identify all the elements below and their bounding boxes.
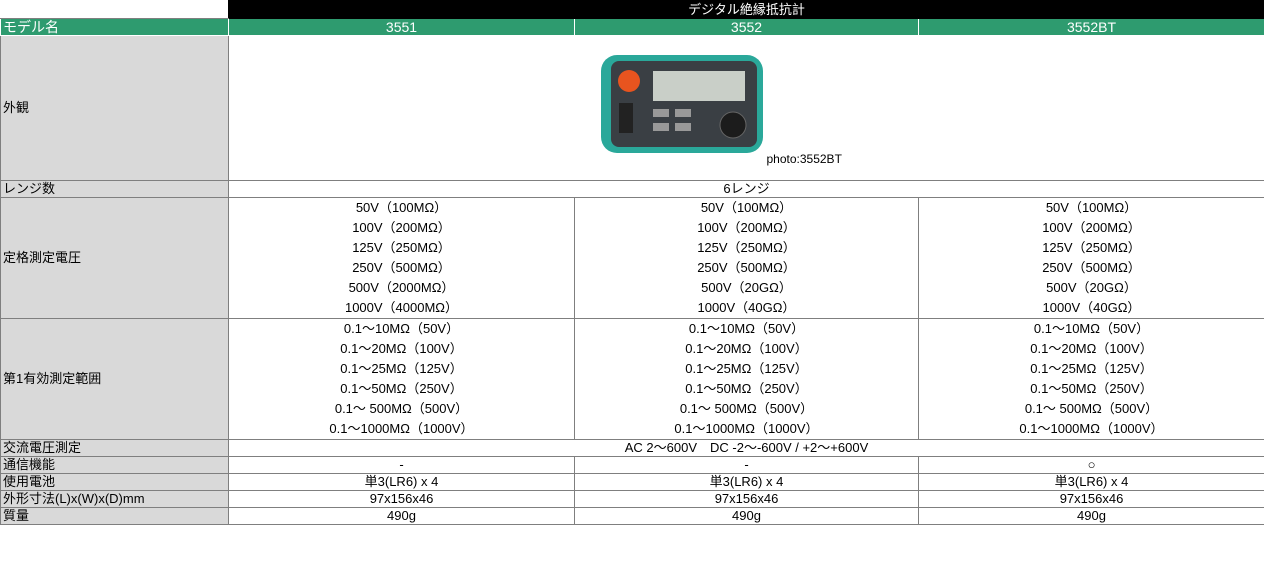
row-label: 外形寸法(L)x(W)x(D)mm	[0, 490, 229, 508]
spec-cell: 490g	[918, 507, 1264, 525]
spec-row: 質量 490g 490g 490g	[0, 507, 1264, 525]
cell-line: 100V（200MΩ）	[1042, 220, 1141, 235]
cell-line: 0.1～10MΩ（50V）	[688, 321, 805, 336]
cell-line: 0.1～10MΩ（50V）	[1033, 321, 1150, 336]
cell-line: 0.1～25MΩ（125V）	[1030, 361, 1153, 376]
row-label: 外観	[0, 35, 229, 181]
cell-line: 125V（250MΩ）	[1042, 240, 1141, 255]
spec-row: 使用電池 単3(LR6) x 4 単3(LR6) x 4 単3(LR6) x 4	[0, 473, 1264, 491]
cell-line: 0.1～20MΩ（100V）	[685, 341, 808, 356]
device-key	[652, 109, 669, 117]
cell-line: 50V（100MΩ）	[1045, 200, 1138, 215]
photo-caption: photo:3552BT	[766, 152, 842, 166]
photo-cell: photo:3552BT	[228, 35, 1264, 181]
spec-cell: 50V（100MΩ） 100V（200MΩ） 125V（250MΩ） 250V（500…	[918, 197, 1264, 319]
cell-line: 500V（2000MΩ）	[348, 280, 455, 295]
merged-value: AC 2～600V DC -2～-600V / +2～+600V	[228, 439, 1264, 457]
row-label: 定格測定電圧	[0, 197, 229, 319]
cell-line: 500V（20GΩ）	[1046, 280, 1137, 295]
cell-line: 0.1～1000MΩ（1000V）	[1019, 421, 1164, 436]
row-label: 質量	[0, 507, 229, 525]
cell-line: 1000V（40GΩ）	[1042, 300, 1141, 315]
cell-line: 250V（500MΩ）	[697, 260, 796, 275]
spec-cell: 単3(LR6) x 4	[228, 473, 575, 491]
cell-line: 0.1～ 500MΩ（500V）	[1024, 401, 1159, 416]
device-key	[674, 109, 691, 117]
spec-cell: -	[228, 456, 575, 474]
spec-cell: -	[574, 456, 919, 474]
spec-cell: 0.1～10MΩ（50V） 0.1～20MΩ（100V） 0.1～25MΩ（125V…	[228, 318, 575, 440]
device-key	[652, 123, 669, 131]
cell-line: 100V（200MΩ）	[352, 220, 451, 235]
spec-row: 外形寸法(L)x(W)x(D)mm 97x156x46 97x156x46 97x15…	[0, 490, 1264, 508]
cell-line: 0.1～10MΩ（50V）	[343, 321, 460, 336]
spec-row: レンジ数 6レンジ	[0, 180, 1264, 198]
column-header: 3552BT	[918, 18, 1264, 36]
cell-line: 250V（500MΩ）	[352, 260, 451, 275]
device-lcd	[652, 71, 745, 101]
cell-line: 50V（100MΩ）	[700, 200, 793, 215]
spec-cell: 97x156x46	[918, 490, 1264, 508]
spec-cell: 0.1～10MΩ（50V） 0.1～20MΩ（100V） 0.1～25MΩ（125V…	[918, 318, 1264, 440]
row-label: レンジ数	[0, 180, 229, 198]
header-row: モデル名 3551 3552 3552BT	[0, 18, 1264, 36]
spec-cell: 単3(LR6) x 4	[918, 473, 1264, 491]
cell-line: 0.1～1000MΩ（1000V）	[329, 421, 474, 436]
spec-cell: 0.1～10MΩ（50V） 0.1～20MΩ（100V） 0.1～25MΩ（125V…	[574, 318, 919, 440]
spec-cell: 50V（100MΩ） 100V（200MΩ） 125V（250MΩ） 250V（500…	[228, 197, 575, 319]
cell-line: 0.1～50MΩ（250V）	[340, 381, 463, 396]
spec-row: 交流電圧測定 AC 2～600V DC -2～-600V / +2～+600V	[0, 439, 1264, 457]
photo-wrap: photo:3552BT	[597, 43, 897, 173]
cell-line: 0.1～ 500MΩ（500V）	[679, 401, 814, 416]
column-header: 3551	[228, 18, 575, 36]
device-key	[674, 123, 691, 131]
spec-row: 外観 photo:3552BT	[0, 35, 1264, 181]
spec-cell: 97x156x46	[228, 490, 575, 508]
spec-cell: 490g	[228, 507, 575, 525]
spec-cell: ○	[918, 456, 1264, 474]
spec-row: 第1有効測定範囲 0.1～10MΩ（50V） 0.1～20MΩ（100V） 0.1～2…	[0, 318, 1264, 440]
row-label: 交流電圧測定	[0, 439, 229, 457]
cell-line: 0.1～20MΩ（100V）	[1030, 341, 1153, 356]
table-title: デジタル絶縁抵抗計	[228, 0, 1264, 19]
spec-cell: 単3(LR6) x 4	[574, 473, 919, 491]
row-label: 通信機能	[0, 456, 229, 474]
cell-line: 0.1～1000MΩ（1000V）	[674, 421, 819, 436]
device-dial	[719, 111, 746, 139]
spec-row: 定格測定電圧 50V（100MΩ） 100V（200MΩ） 125V（250MΩ） 25…	[0, 197, 1264, 319]
cell-line: 1000V（4000MΩ）	[344, 300, 459, 315]
cell-line: 0.1～25MΩ（125V）	[340, 361, 463, 376]
cell-line: 250V（500MΩ）	[1042, 260, 1141, 275]
device-slot	[618, 103, 633, 133]
cell-line: 0.1～50MΩ（250V）	[685, 381, 808, 396]
device-photo	[600, 55, 763, 153]
merged-value: 6レンジ	[228, 180, 1264, 198]
row-label: 第1有効測定範囲	[0, 318, 229, 440]
cell-line: 0.1～20MΩ（100V）	[340, 341, 463, 356]
spec-table: デジタル絶縁抵抗計 モデル名 3551 3552 3552BT 外観 photo:355…	[0, 0, 1264, 525]
cell-line: 0.1～50MΩ（250V）	[1030, 381, 1153, 396]
title-row: デジタル絶縁抵抗計	[0, 0, 1264, 19]
cell-line: 100V（200MΩ）	[697, 220, 796, 235]
spec-cell: 490g	[574, 507, 919, 525]
cell-line: 1000V（40GΩ）	[697, 300, 796, 315]
cell-line: 125V（250MΩ）	[697, 240, 796, 255]
cell-line: 125V（250MΩ）	[352, 240, 451, 255]
cell-line: 0.1～25MΩ（125V）	[685, 361, 808, 376]
spec-cell: 50V（100MΩ） 100V（200MΩ） 125V（250MΩ） 250V（500…	[574, 197, 919, 319]
cell-line: 0.1～ 500MΩ（500V）	[334, 401, 469, 416]
column-header: 3552	[574, 18, 919, 36]
row-label: 使用電池	[0, 473, 229, 491]
blank-cell	[0, 0, 229, 19]
device-button	[617, 70, 640, 92]
spec-row: 通信機能 - - ○	[0, 456, 1264, 474]
cell-line: 50V（100MΩ）	[355, 200, 448, 215]
spec-cell: 97x156x46	[574, 490, 919, 508]
row-header-label: モデル名	[0, 18, 229, 36]
cell-line: 500V（20GΩ）	[701, 280, 792, 295]
